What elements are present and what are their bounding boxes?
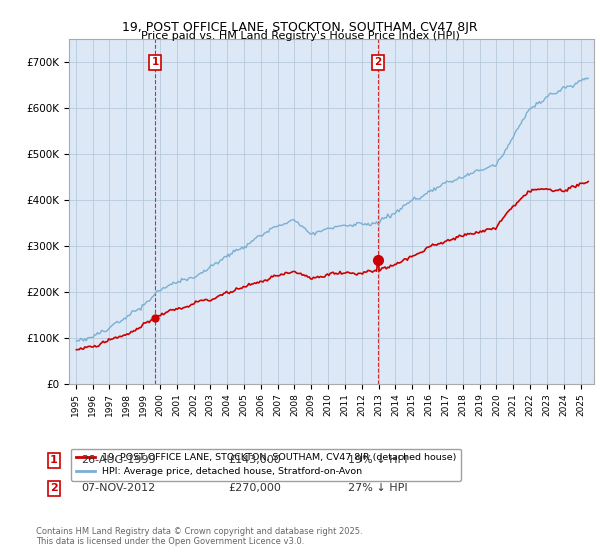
- Text: 27% ↓ HPI: 27% ↓ HPI: [348, 483, 407, 493]
- Text: 2: 2: [50, 483, 58, 493]
- Text: 1: 1: [151, 57, 158, 67]
- Legend: 19, POST OFFICE LANE, STOCKTON, SOUTHAM, CV47 8JR (detached house), HPI: Average: 19, POST OFFICE LANE, STOCKTON, SOUTHAM,…: [71, 449, 461, 480]
- Text: 07-NOV-2012: 07-NOV-2012: [81, 483, 155, 493]
- Text: Contains HM Land Registry data © Crown copyright and database right 2025.
This d: Contains HM Land Registry data © Crown c…: [36, 526, 362, 546]
- Text: £270,000: £270,000: [228, 483, 281, 493]
- Text: 26-AUG-1999: 26-AUG-1999: [81, 455, 155, 465]
- Text: 1: 1: [50, 455, 58, 465]
- Text: 19% ↓ HPI: 19% ↓ HPI: [348, 455, 407, 465]
- Text: 2: 2: [374, 57, 382, 67]
- Text: 19, POST OFFICE LANE, STOCKTON, SOUTHAM, CV47 8JR: 19, POST OFFICE LANE, STOCKTON, SOUTHAM,…: [122, 21, 478, 34]
- Text: Price paid vs. HM Land Registry's House Price Index (HPI): Price paid vs. HM Land Registry's House …: [140, 31, 460, 41]
- Text: £143,000: £143,000: [228, 455, 281, 465]
